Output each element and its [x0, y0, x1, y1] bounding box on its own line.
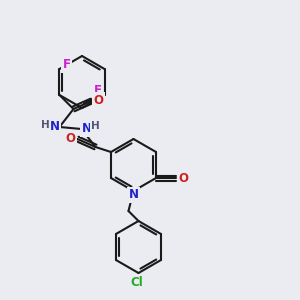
- Text: N: N: [128, 188, 139, 202]
- Text: N: N: [50, 121, 59, 134]
- Text: N: N: [82, 122, 92, 136]
- Text: O: O: [65, 131, 76, 145]
- Text: O: O: [178, 172, 188, 184]
- Text: H: H: [41, 120, 50, 130]
- Text: F: F: [94, 85, 101, 98]
- Text: Cl: Cl: [130, 275, 143, 289]
- Text: H: H: [91, 121, 100, 131]
- Text: F: F: [62, 58, 70, 71]
- Text: O: O: [94, 94, 103, 106]
